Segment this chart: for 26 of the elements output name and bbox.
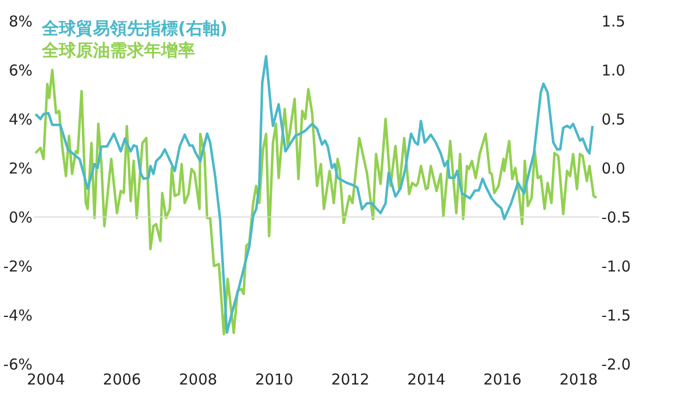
y2-tick-label: -1.5 [602, 306, 631, 324]
y2-tick-label: -0.5 [602, 208, 631, 226]
y2-tick-label: 0.0 [602, 160, 626, 178]
y2-tick-label: 1.0 [602, 62, 626, 80]
x-tick-label: 2004 [26, 370, 66, 388]
series-label: 全球原油需求年增率 [41, 41, 195, 61]
x-tick-label: 2010 [255, 370, 294, 388]
y2-tick-label: -2.0 [602, 356, 631, 374]
y-tick-label: -6% [3, 356, 32, 374]
x-tick-label: 2014 [407, 370, 446, 388]
x-tick-label: 2018 [559, 370, 598, 388]
y2-tick-label: 0.5 [602, 110, 626, 128]
x-tick-label: 2016 [483, 370, 522, 388]
y-tick-label: 6% [8, 62, 32, 80]
y-tick-label: 4% [8, 110, 32, 128]
y2-tick-label: -1.0 [602, 258, 631, 276]
y-tick-label: -2% [3, 258, 32, 276]
y-tick-label: 2% [8, 160, 32, 178]
y-tick-label: 0% [8, 208, 32, 226]
y-tick-label: 8% [8, 12, 32, 30]
y-tick-label: -4% [3, 306, 32, 324]
text: 全球貿易領先指標(右軸) [41, 19, 228, 39]
x-tick-label: 2006 [102, 370, 142, 388]
x-tick-label: 2012 [331, 370, 370, 388]
y2-tick-label: 1.5 [602, 12, 626, 30]
x-tick-label: 2008 [179, 370, 218, 388]
